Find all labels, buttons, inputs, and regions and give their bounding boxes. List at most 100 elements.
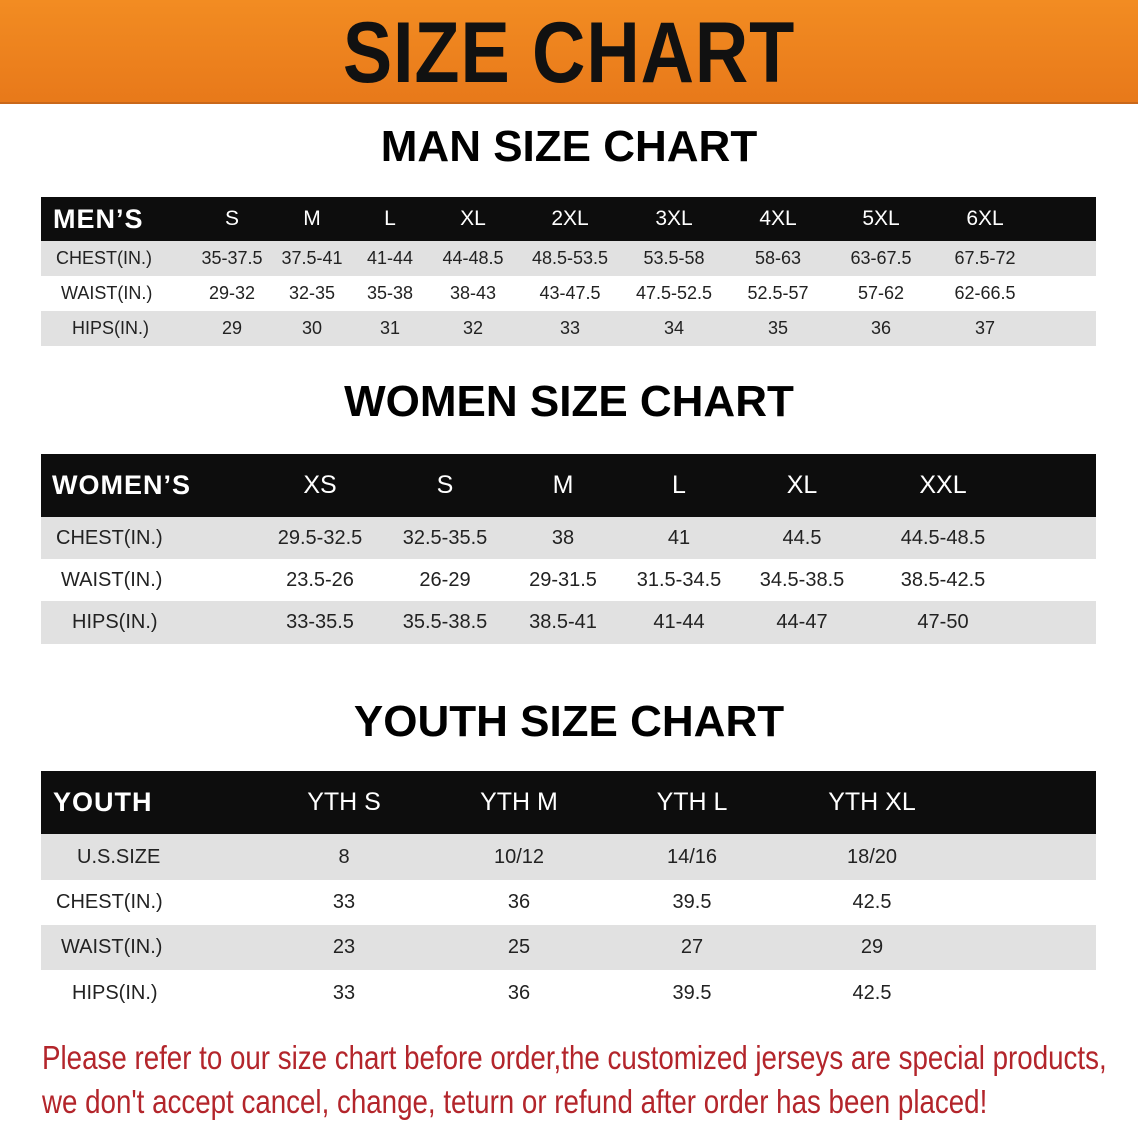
table-cell: 29.5-32.5 (277, 526, 363, 549)
size-header-yth-l: YTH L (656, 788, 728, 816)
order-notice: Please refer to our size chart before or… (42, 1036, 1109, 1124)
table-cell: 34.5-38.5 (759, 568, 845, 591)
table-cell: 18/20 (846, 845, 898, 868)
table-cell: 35 (767, 318, 789, 338)
banner: SIZE CHART (0, 0, 1138, 104)
size-header-4xl: 4XL (759, 207, 797, 230)
row-label: HIPS(IN.) (72, 611, 158, 633)
table-cell: 57-62 (857, 283, 905, 303)
table-cell: 44.5-48.5 (900, 526, 986, 549)
table-cell: 35.5-38.5 (402, 611, 488, 633)
size-header-xl: XL (786, 471, 818, 499)
table-cell: 34 (663, 318, 685, 338)
table-cell: 27 (680, 936, 704, 958)
youth-section-title: YOUTH SIZE CHART (353, 697, 785, 746)
row-label: CHEST(IN.) (56, 248, 152, 268)
table-cell: 14/16 (666, 845, 718, 868)
table-cell: 10/12 (493, 845, 545, 868)
table-cell: 58-63 (754, 248, 802, 268)
size-header-m: M (552, 471, 574, 499)
table-cell: 38.5-42.5 (900, 568, 986, 591)
table-cell: 63-67.5 (850, 248, 912, 268)
table-cell: 67.5-72 (954, 248, 1016, 268)
table-row: WAIST(IN.) 29-32 32-35 35-38 38-43 43-47.5 47.… (41, 276, 1096, 311)
table-cell: 36 (870, 318, 892, 338)
table-cell: 38 (551, 526, 575, 549)
size-header-5xl: 5XL (862, 207, 900, 230)
table-cell: 31 (379, 318, 401, 338)
row-label: U.S.SIZE (77, 845, 161, 868)
table-cell: 25 (507, 936, 531, 958)
table-cell: 37 (974, 318, 996, 338)
table-cell: 35-37.5 (201, 248, 263, 268)
men-header-label: MEN’S (53, 203, 144, 234)
men-header-row: MEN’S S M L XL 2XL 3XL 4XL 5XL 6XL (41, 197, 1096, 241)
youth-header-label: YOUTH (53, 787, 153, 817)
table-row: CHEST(IN.) 29.5-32.5 32.5-35.5 38 41 44.5 44.5… (41, 517, 1096, 559)
table-cell: 41 (667, 526, 691, 549)
table-row: CHEST(IN.) 35-37.5 37.5-41 41-44 44-48.5 48.5… (41, 241, 1096, 276)
table-cell: 44-48.5 (442, 248, 504, 268)
row-label: CHEST(IN.) (56, 526, 163, 549)
table-cell: 33 (332, 891, 356, 913)
men-section-title: MAN SIZE CHART (380, 122, 758, 171)
size-header-yth-m: YTH M (480, 788, 558, 816)
table-cell: 42.5 (852, 981, 892, 1004)
table-cell: 33 (559, 318, 581, 338)
table-cell: 29 (221, 318, 243, 338)
table-row: WAIST(IN.) 23.5-26 26-29 29-31.5 31.5-34.5 34… (41, 559, 1096, 601)
order-notice-line-1: Please refer to our size chart before or… (42, 1039, 1107, 1076)
women-header-label: WOMEN’S (52, 470, 191, 500)
table-cell: 29-31.5 (529, 568, 597, 591)
size-header-s: S (436, 471, 454, 499)
table-cell: 32.5-35.5 (402, 526, 488, 549)
table-cell: 41-44 (366, 248, 414, 268)
table-cell: 36 (507, 891, 531, 913)
women-header-row: WOMEN’S XS S M L XL XXL (41, 454, 1096, 517)
table-cell: 44-47 (776, 611, 828, 633)
table-cell: 38-43 (449, 283, 497, 303)
size-header-6xl: 6XL (966, 207, 1004, 230)
row-label: HIPS(IN.) (72, 981, 158, 1004)
table-cell: 43-47.5 (539, 283, 601, 303)
table-cell: 29 (860, 936, 884, 958)
table-row: CHEST(IN.) 33 36 39.5 42.5 (41, 880, 1096, 925)
size-header-3xl: 3XL (655, 207, 693, 230)
table-cell: 29-32 (208, 283, 256, 303)
size-header-l: L (672, 471, 686, 499)
table-cell: 32-35 (288, 283, 336, 303)
table-cell: 8 (338, 845, 350, 868)
women-section-title: WOMEN SIZE CHART (344, 377, 794, 426)
table-cell: 37.5-41 (281, 248, 343, 268)
row-label: WAIST(IN.) (61, 568, 163, 591)
table-row: U.S.SIZE 8 10/12 14/16 18/20 (41, 834, 1096, 880)
table-cell: 36 (507, 981, 531, 1004)
table-cell: 47-50 (917, 611, 969, 633)
size-header-s: S (224, 207, 239, 230)
size-header-l: L (384, 207, 396, 230)
table-cell: 30 (301, 318, 323, 338)
table-cell: 41-44 (653, 611, 705, 633)
table-row: HIPS(IN.) 33-35.5 35.5-38.5 38.5-41 41-44 44-… (41, 601, 1096, 644)
size-header-xxl: XXL (919, 471, 967, 499)
order-notice-line-2: we don't accept cancel, change, teturn o… (42, 1083, 988, 1120)
table-cell: 35-38 (366, 283, 414, 303)
table-cell: 31.5-34.5 (636, 568, 722, 591)
size-header-xs: XS (303, 471, 337, 499)
size-header-yth-xl: YTH XL (828, 788, 916, 816)
table-cell: 26-29 (419, 568, 471, 591)
size-header-yth-s: YTH S (307, 788, 381, 816)
table-cell: 62-66.5 (954, 283, 1016, 303)
table-cell: 33 (332, 981, 356, 1004)
banner-title: SIZE CHART (342, 5, 796, 101)
table-cell: 39.5 (672, 891, 712, 913)
size-header-2xl: 2XL (551, 207, 589, 230)
row-label: HIPS(IN.) (72, 318, 150, 338)
table-cell: 47.5-52.5 (635, 283, 713, 303)
table-cell: 39.5 (672, 981, 712, 1004)
table-cell: 53.5-58 (643, 248, 705, 268)
table-cell: 38.5-41 (529, 611, 597, 633)
row-label: WAIST(IN.) (61, 283, 153, 303)
table-cell: 33-35.5 (286, 611, 354, 633)
table-cell: 44.5 (782, 526, 822, 549)
